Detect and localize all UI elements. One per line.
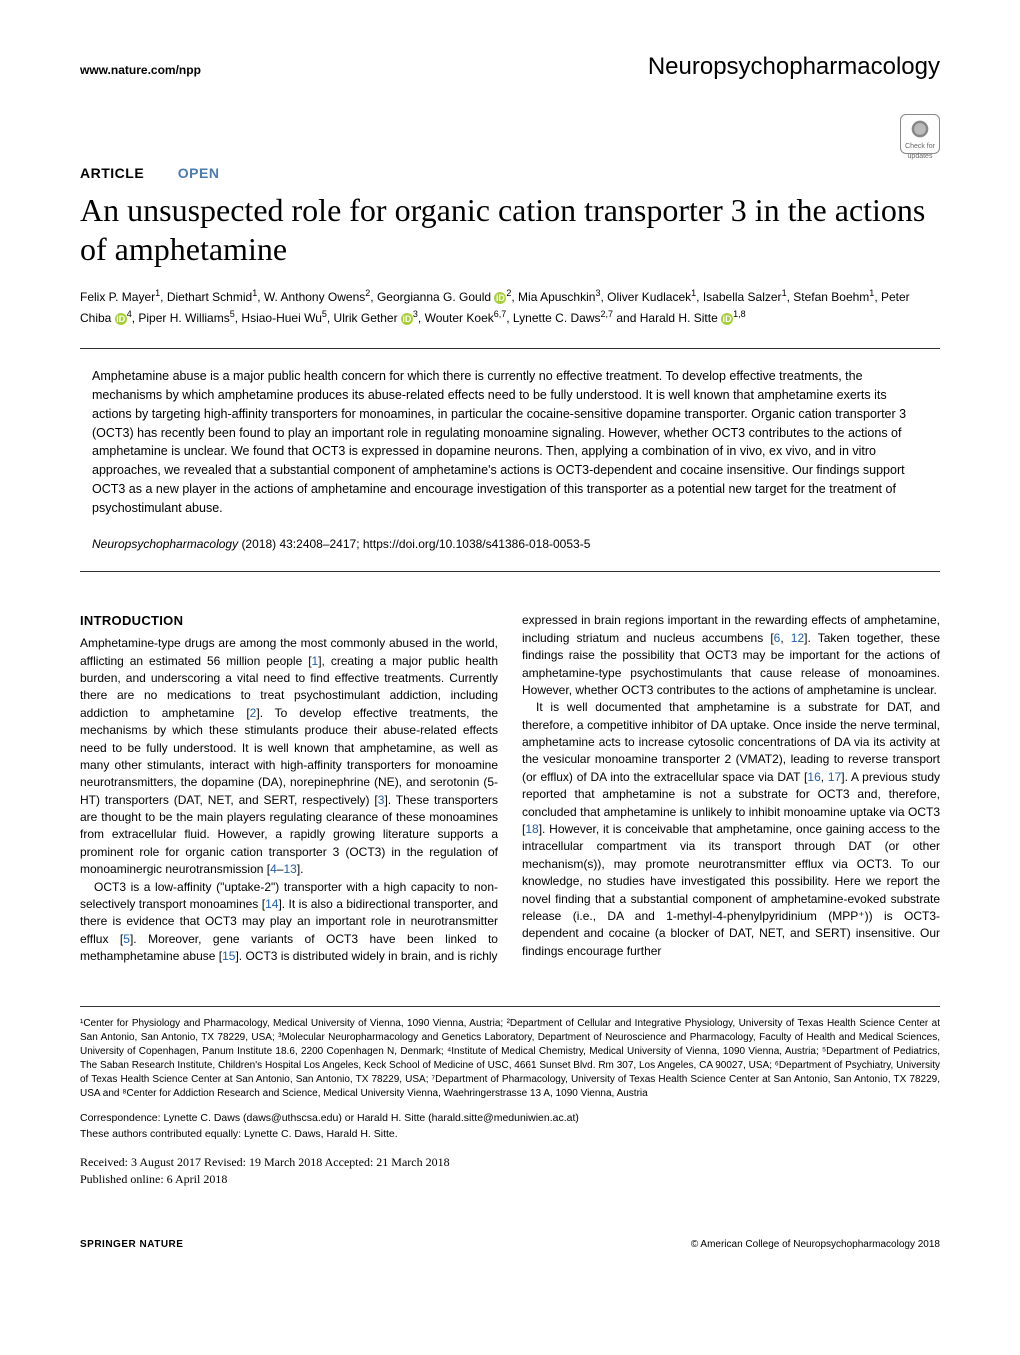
affiliations: ¹Center for Physiology and Pharmacology,…: [80, 1017, 940, 1101]
journal-name: Neuropsychopharmacology: [648, 50, 940, 84]
abstract-text: Amphetamine abuse is a major public heal…: [92, 367, 928, 517]
orcid-icon[interactable]: iD: [401, 313, 413, 325]
citation: Neuropsychopharmacology (2018) 43:2408–2…: [92, 535, 928, 553]
check-updates-badge[interactable]: Check for updates: [900, 114, 940, 154]
ref-link[interactable]: 14: [265, 897, 278, 911]
article-type-label: ARTICLE: [80, 165, 144, 181]
ref-link[interactable]: 17: [828, 770, 841, 784]
orcid-icon[interactable]: iD: [115, 313, 127, 325]
intro-para-3: It is well documented that amphetamine i…: [522, 699, 940, 960]
column-left: INTRODUCTION Amphetamine-type drugs are …: [80, 612, 498, 965]
footer-divider: [80, 1006, 940, 1007]
ref-link[interactable]: 12: [791, 631, 804, 645]
ref-link[interactable]: 5: [123, 932, 130, 946]
page-header: www.nature.com/npp Neuropsychopharmacolo…: [80, 50, 940, 84]
author-list: Felix P. Mayer1, Diethart Schmid1, W. An…: [80, 286, 940, 328]
equal-contribution: These authors contributed equally: Lynet…: [80, 1127, 940, 1142]
publisher-name: SPRINGER NATURE: [80, 1238, 183, 1252]
abstract-box: Amphetamine abuse is a major public heal…: [80, 348, 940, 572]
body-columns: INTRODUCTION Amphetamine-type drugs are …: [80, 612, 940, 965]
check-updates-icon: [910, 119, 930, 139]
ref-link[interactable]: 13: [283, 862, 296, 876]
copyright: © American College of Neuropsychopharmac…: [691, 1238, 940, 1252]
page-footer: SPRINGER NATURE © American College of Ne…: [80, 1238, 940, 1252]
ref-link[interactable]: 18: [525, 822, 538, 836]
column-right: expressed in brain regions important in …: [522, 612, 940, 965]
intro-heading: INTRODUCTION: [80, 612, 498, 631]
correspondence: Correspondence: Lynette C. Daws (daws@ut…: [80, 1111, 940, 1126]
ref-link[interactable]: 4: [270, 862, 277, 876]
orcid-icon[interactable]: iD: [494, 292, 506, 304]
article-title: An unsuspected role for organic cation t…: [80, 191, 940, 268]
intro-para-2: OCT3 is a low-affinity ("uptake-2") tran…: [80, 879, 498, 966]
ref-link[interactable]: 15: [222, 949, 235, 963]
intro-para-2-cont: expressed in brain regions important in …: [522, 612, 940, 699]
article-dates: Received: 3 August 2017 Revised: 19 Marc…: [80, 1154, 940, 1188]
open-access-label: OPEN: [178, 165, 220, 181]
orcid-icon[interactable]: iD: [721, 313, 733, 325]
journal-url[interactable]: www.nature.com/npp: [80, 62, 201, 79]
article-type-row: ARTICLE OPEN: [80, 164, 940, 184]
ref-link[interactable]: 16: [807, 770, 820, 784]
intro-para-1: Amphetamine-type drugs are among the mos…: [80, 635, 498, 878]
